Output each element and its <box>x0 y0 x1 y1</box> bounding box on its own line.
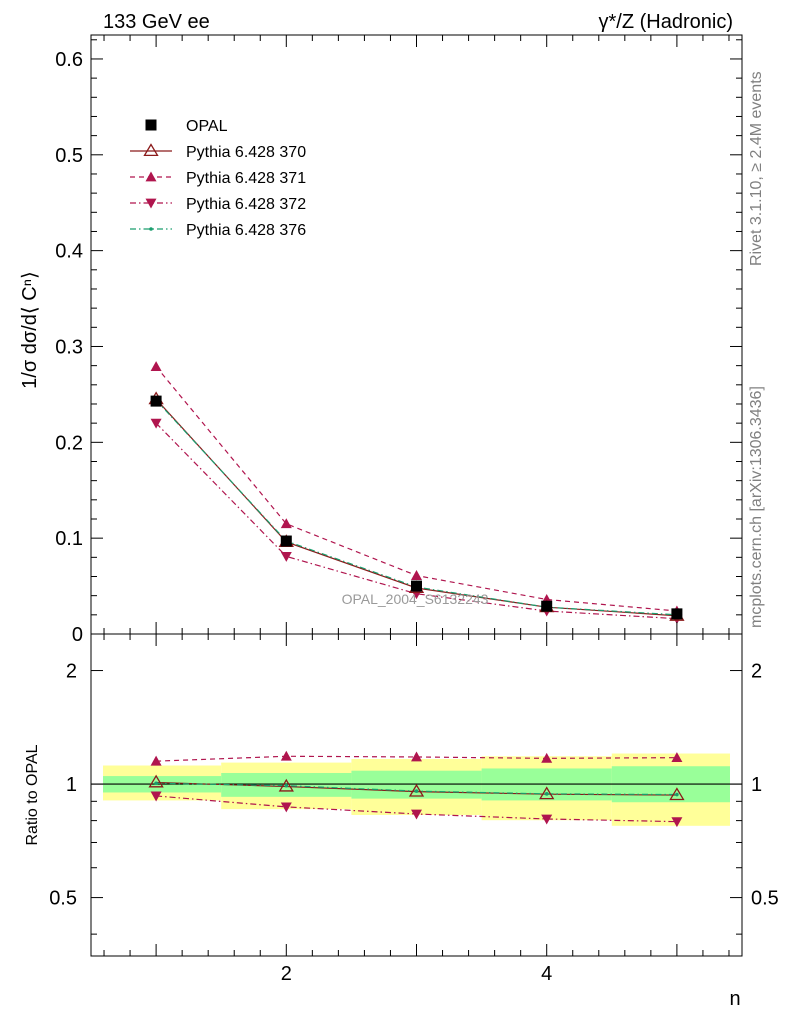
x-tick-label: 2 <box>281 963 292 985</box>
data-point-s0-0 <box>150 395 162 407</box>
ratio-axes: 0.5 0.5 1 1 2 2 2 4 <box>49 633 779 985</box>
main-axes: 0 0.1 0.2 0.3 0.4 0.5 0.6 <box>55 34 743 646</box>
ratio-y-tick-label-right: 2 <box>751 661 762 683</box>
ratio-point-s1-4 <box>671 752 683 763</box>
ratio-point-s0-3 <box>539 786 555 800</box>
data-point-s3-0 <box>150 418 162 429</box>
ratio-y-tick-label-right: 1 <box>751 774 762 796</box>
ratio-point-s2-2 <box>411 809 422 820</box>
ratio-point-s0-4 <box>669 787 685 801</box>
legend-label-4: Pythia 6.428 376 <box>186 222 306 239</box>
ratio-point-s1-2 <box>411 751 422 762</box>
legend-marker-0 <box>145 119 157 131</box>
ratio-y-tick-label: 2 <box>66 661 77 683</box>
ratio-point-s2-0 <box>150 791 162 802</box>
y-tick-label: 0.5 <box>55 145 83 167</box>
analysis-watermark: OPAL_2004_S6132243 <box>342 591 489 607</box>
legend-label-2: Pythia 6.428 371 <box>186 170 306 187</box>
ratio-point-s0-2 <box>408 783 425 797</box>
y-tick-label: 0.6 <box>55 49 83 71</box>
ratio-point-s0-1 <box>278 778 294 792</box>
ratio-point-s1-0 <box>150 755 162 766</box>
ratio-y-axis-title: Ratio to OPAL <box>24 744 41 845</box>
legend-label-1: Pythia 6.428 370 <box>186 144 306 161</box>
ratio-y-tick-label: 1 <box>66 774 77 796</box>
main-series-markers <box>148 361 685 625</box>
mcplots-text: mcplots.cern.ch [arXiv:1306.3436] <box>748 386 765 628</box>
y-tick-label: 0.3 <box>55 336 83 358</box>
ratio-y-tick-label: 0.5 <box>49 888 77 910</box>
ratio-point-s1-3 <box>541 752 553 763</box>
ratio-point-s3-4 <box>675 792 679 797</box>
ratio-point-s3-3 <box>544 792 549 796</box>
legend-marker-2 <box>145 171 157 182</box>
ratio-point-s3-0 <box>154 781 158 786</box>
main-y-axis-title: 1/σ dσ/d⟨ Cⁿ⟩ <box>19 271 41 389</box>
data-point-s0-3 <box>541 600 553 612</box>
x-tick-label: 4 <box>541 963 552 985</box>
legend: OPAL Pythia 6.428 370 Pythia 6.428 371 Pyth… <box>130 118 306 239</box>
y-tick-label: 0.1 <box>55 528 83 550</box>
ratio-point-s2-4 <box>671 817 683 828</box>
ratio-point-s2-3 <box>541 814 553 825</box>
header-right: γ*/Z (Hadronic) <box>599 11 733 33</box>
legend-marker-1 <box>143 143 159 157</box>
legend-label-3: Pythia 6.428 372 <box>186 196 306 213</box>
ratio-point-s3-1 <box>284 783 289 788</box>
series-line-3 <box>155 422 677 620</box>
data-point-s0-2 <box>411 580 422 592</box>
y-tick-label: 0 <box>72 624 83 646</box>
main-panel: 0 0.1 0.2 0.3 0.4 0.5 0.6 OPAL_2004_S6132243 O… <box>55 34 743 646</box>
ratio-y-tick-label-right: 0.5 <box>751 888 779 910</box>
ratio-point-s0-0 <box>148 774 164 788</box>
data-point-s2-1 <box>280 518 292 529</box>
legend-label-0: OPAL <box>186 118 228 135</box>
ratio-point-s2-1 <box>280 802 292 813</box>
data-point-s3-1 <box>280 551 292 562</box>
data-point-s0-1 <box>280 535 292 547</box>
data-point-s2-0 <box>150 361 162 372</box>
data-point-s2-2 <box>411 570 422 580</box>
x-axis-title: n <box>729 988 740 1010</box>
ratio-point-s3-2 <box>414 789 419 793</box>
ratio-panel: 0.5 0.5 1 1 2 2 2 4 <box>49 633 779 985</box>
ratio-series-markers <box>148 750 685 828</box>
rivet-version-text: Rivet 3.1.10, ≥ 2.4M events <box>748 71 765 266</box>
header-left: 133 GeV ee <box>103 11 210 33</box>
ratio-line-1 <box>156 755 677 762</box>
ratio-point-s1-1 <box>280 750 292 761</box>
y-tick-label: 0.2 <box>55 432 83 454</box>
data-point-s0-4 <box>671 608 683 620</box>
y-tick-label: 0.4 <box>55 241 83 263</box>
legend-marker-3 <box>145 198 157 209</box>
legend-marker-4 <box>149 227 153 231</box>
